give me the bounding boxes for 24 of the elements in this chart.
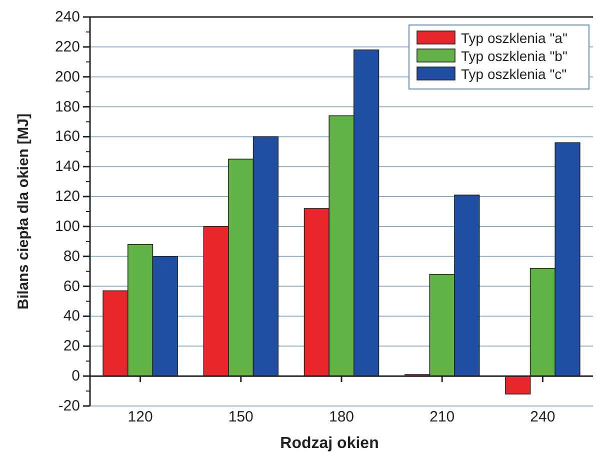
y-tick-label: -20 <box>58 398 80 414</box>
y-tick-label: 120 <box>54 188 80 206</box>
y-tick-label: 240 <box>54 8 80 26</box>
legend-label: Typ oszklenia "b" <box>461 48 568 64</box>
y-tick-label: 0 <box>72 368 80 385</box>
y-tick-label: 220 <box>54 38 80 56</box>
x-tick-label: 180 <box>328 408 354 426</box>
y-tick-label: 200 <box>54 68 80 86</box>
legend-label: Typ oszklenia "a" <box>461 30 568 46</box>
x-tick-label: 240 <box>530 408 556 426</box>
x-tick-label: 150 <box>228 408 254 426</box>
x-axis-title: Rodzaj okien <box>280 435 379 452</box>
y-tick-label: 140 <box>54 158 80 176</box>
y-tick-label: 180 <box>54 98 80 116</box>
y-tick-label: 100 <box>54 218 80 235</box>
y-tick-label: 160 <box>54 128 80 146</box>
y-tick-label: 80 <box>63 248 80 265</box>
x-tick-label: 120 <box>128 408 153 426</box>
y-tick-label: 60 <box>63 278 80 295</box>
x-tick-label: 210 <box>430 408 455 426</box>
y-tick-label: 40 <box>63 308 80 325</box>
y-tick-label: 20 <box>63 338 80 355</box>
y-axis-title: Bilans ciepła dla okien [MJ] <box>15 114 32 310</box>
legend-label: Typ oszklenia "c" <box>461 66 567 82</box>
